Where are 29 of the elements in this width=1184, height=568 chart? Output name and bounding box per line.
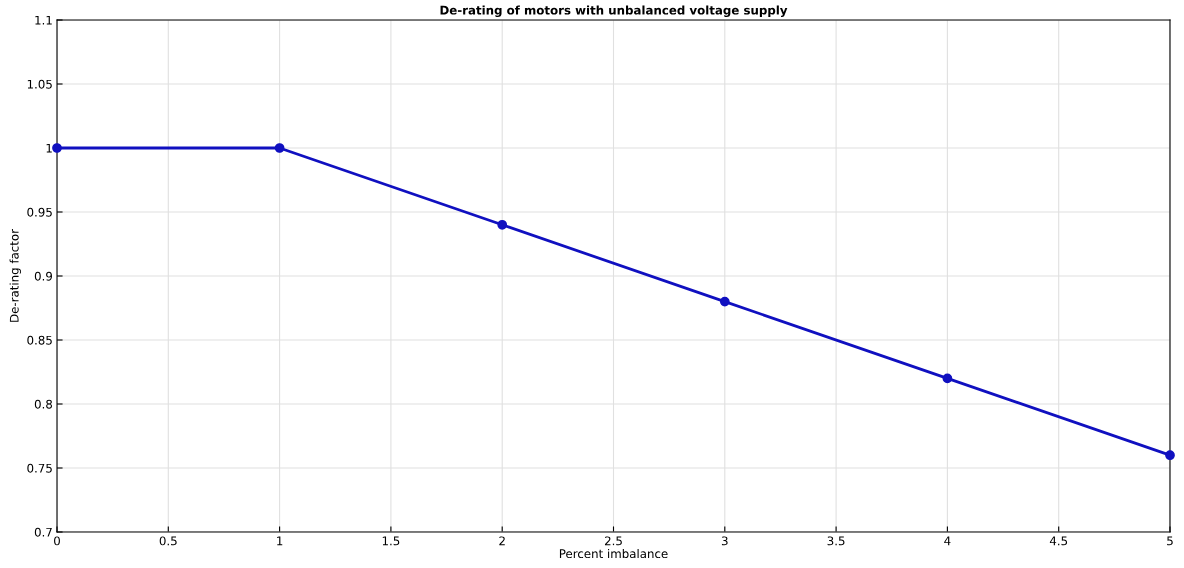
x-tick-label: 4.5 xyxy=(1049,536,1068,546)
x-tick-label: 3 xyxy=(721,536,728,546)
y-tick-label: 1.1 xyxy=(35,15,52,25)
x-tick-label: 2 xyxy=(499,536,505,546)
x-tick-label: 5 xyxy=(1167,536,1173,546)
x-tick-label: 4 xyxy=(944,536,951,546)
y-tick-label: 0.9 xyxy=(34,271,52,281)
y-tick-label: 0.75 xyxy=(27,463,52,473)
point xyxy=(719,296,730,307)
y-tick-label: 1 xyxy=(46,143,52,153)
x-tick-label: 1 xyxy=(277,536,283,546)
point xyxy=(1165,450,1175,461)
y-tick-label: 1.05 xyxy=(27,79,52,89)
y-tick-label: 0.8 xyxy=(34,399,53,409)
x-tick-label: 3.5 xyxy=(827,536,845,546)
chart-title: De-rating of motors with unbalanced voltage supply xyxy=(440,5,788,17)
point xyxy=(497,219,508,230)
point xyxy=(942,373,953,384)
y-axis-title: De-rating factor xyxy=(9,229,21,322)
y-tick-label: 0.95 xyxy=(27,207,52,217)
y-tick-label: 0.85 xyxy=(27,335,52,345)
point xyxy=(52,143,62,153)
x-tick-label: 0.5 xyxy=(159,536,177,546)
point xyxy=(274,143,285,153)
y-tick-label: 0.7 xyxy=(34,527,52,537)
x-tick-label: 1.5 xyxy=(382,536,400,546)
x-tick-label: 0 xyxy=(54,536,60,546)
x-axis-title: Percent imbalance xyxy=(559,548,668,559)
x-tick-label: 2.5 xyxy=(604,536,622,546)
